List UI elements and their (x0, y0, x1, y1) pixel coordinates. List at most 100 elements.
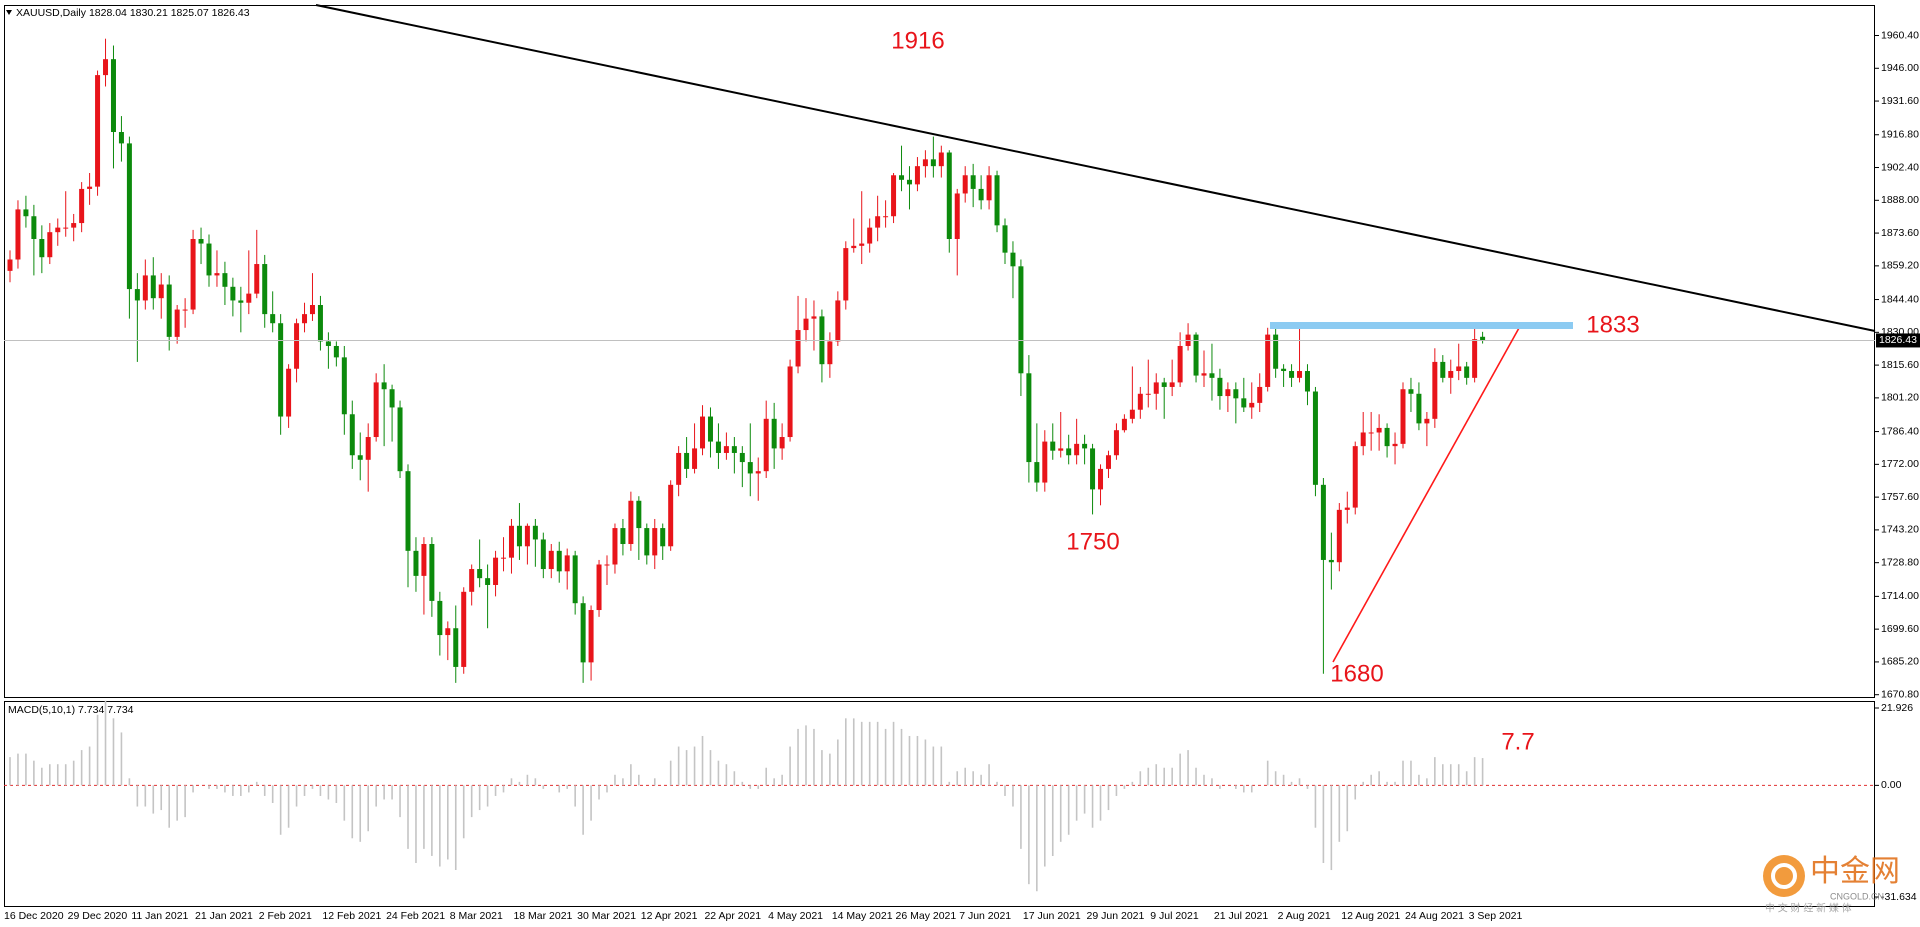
x-tick-label: 9 Jul 2021 (1150, 910, 1199, 922)
watermark: 中金网 CNGOLD.CN 中 文 财 经 新 媒 体 (1763, 855, 1900, 915)
candle-body (333, 345, 339, 358)
x-tick-label: 18 Mar 2021 (513, 910, 572, 922)
macd-header: MACD(5,10,1) 7.734 7.734 (8, 704, 134, 716)
candle-body (1400, 389, 1406, 444)
y-tick-label: 1873.60 (1881, 227, 1919, 239)
candle-body (906, 179, 912, 185)
candle-body (723, 446, 729, 453)
candle-body (684, 452, 690, 469)
candle-body (1304, 371, 1310, 392)
candle-body (270, 314, 276, 324)
candle-body (469, 569, 475, 592)
x-tick-label: 12 Feb 2021 (322, 910, 381, 922)
candle-body (636, 500, 642, 529)
candle-body (294, 323, 300, 369)
y-tick-label: 1888.00 (1881, 194, 1919, 206)
candle-body (1090, 448, 1096, 490)
y-tick-label: -31.634 (1881, 891, 1917, 903)
y-tick-label: 1728.80 (1881, 556, 1919, 568)
candle-body (564, 555, 570, 572)
candle-body (126, 143, 132, 290)
candle-body (978, 188, 984, 201)
x-tick-label: 7 Jun 2021 (959, 910, 1011, 922)
candle-body (588, 610, 594, 663)
candle-body (55, 227, 61, 233)
candle-body (859, 243, 865, 246)
x-tick-label: 24 Feb 2021 (386, 910, 445, 922)
y-tick-label: 1670.80 (1881, 688, 1919, 700)
candle-body (1384, 427, 1390, 447)
candle-body (747, 462, 753, 474)
candle-body (1074, 443, 1080, 456)
x-tick-label: 12 Aug 2021 (1341, 910, 1400, 922)
candle-body (278, 323, 284, 417)
low: 1825.07 (171, 7, 209, 19)
candle-body (445, 628, 451, 636)
x-tick-label: 4 May 2021 (768, 910, 823, 922)
candle-body (596, 564, 602, 611)
y-tick-label: 1714.00 (1881, 590, 1919, 602)
candle-body (970, 175, 976, 189)
header: XAUUSD,Daily 1828.04 1830.21 1825.07 182… (16, 7, 250, 19)
y-tick-label: 1815.60 (1881, 359, 1919, 371)
candle-body (1137, 393, 1143, 410)
x-tick-label: 21 Jan 2021 (195, 910, 253, 922)
candle-body (707, 416, 713, 442)
candle-body (23, 209, 29, 217)
candle-body (302, 314, 308, 324)
candle-body (309, 305, 315, 315)
x-tick-label: 26 May 2021 (896, 910, 957, 922)
candle-body (1448, 371, 1454, 378)
candle-body (1344, 507, 1350, 510)
candle-body (1360, 432, 1366, 447)
candle-body (437, 600, 443, 636)
candle-body (198, 238, 204, 244)
candle-body (644, 528, 650, 556)
y-tick-label: 0.00 (1881, 779, 1902, 791)
candle-body (700, 416, 706, 449)
candle-body (397, 407, 403, 472)
candle-body (1169, 382, 1175, 387)
candle-body (485, 578, 491, 585)
candle-body (1273, 334, 1279, 369)
candle-body (1121, 418, 1127, 431)
candle-body (891, 175, 897, 217)
macd-panel (4, 701, 1875, 907)
candle-body (1018, 266, 1024, 374)
candle-body (1312, 391, 1318, 485)
candle-body (938, 152, 944, 167)
candle-body (692, 448, 698, 469)
candle-body (1472, 339, 1478, 378)
candle-body (381, 382, 387, 390)
candle-body (158, 284, 164, 299)
x-tick-label: 12 Apr 2021 (641, 910, 698, 922)
candle-body (1289, 371, 1295, 378)
candle-body (1201, 373, 1207, 376)
candle-body (1416, 393, 1422, 424)
candle-body (1066, 448, 1072, 456)
candle-body (1058, 448, 1064, 451)
candle-body (922, 159, 928, 167)
y-tick-label: 1786.40 (1881, 425, 1919, 437)
candle-body (389, 389, 395, 408)
candle-body (1376, 427, 1382, 433)
candle-body (325, 341, 331, 346)
candle-body (166, 284, 172, 337)
candle-body (580, 603, 586, 663)
resistance-band (1270, 322, 1573, 329)
y-tick-label: 1685.20 (1881, 656, 1919, 668)
candle-body (1464, 366, 1470, 378)
annotation: 1750 (1066, 528, 1119, 555)
candle-body (230, 286, 236, 301)
candle-body (1050, 441, 1056, 451)
candle-body (914, 166, 920, 185)
candle-body (1209, 373, 1215, 378)
y-tick-label: 1757.60 (1881, 491, 1919, 503)
menu-icon (6, 10, 12, 15)
support-line (1332, 327, 1520, 663)
candle-body (1440, 361, 1446, 378)
y-tick-label: 21.926 (1881, 702, 1913, 714)
candle-body (1193, 334, 1199, 376)
candle-body (118, 132, 124, 144)
annotation: 1680 (1330, 660, 1383, 687)
